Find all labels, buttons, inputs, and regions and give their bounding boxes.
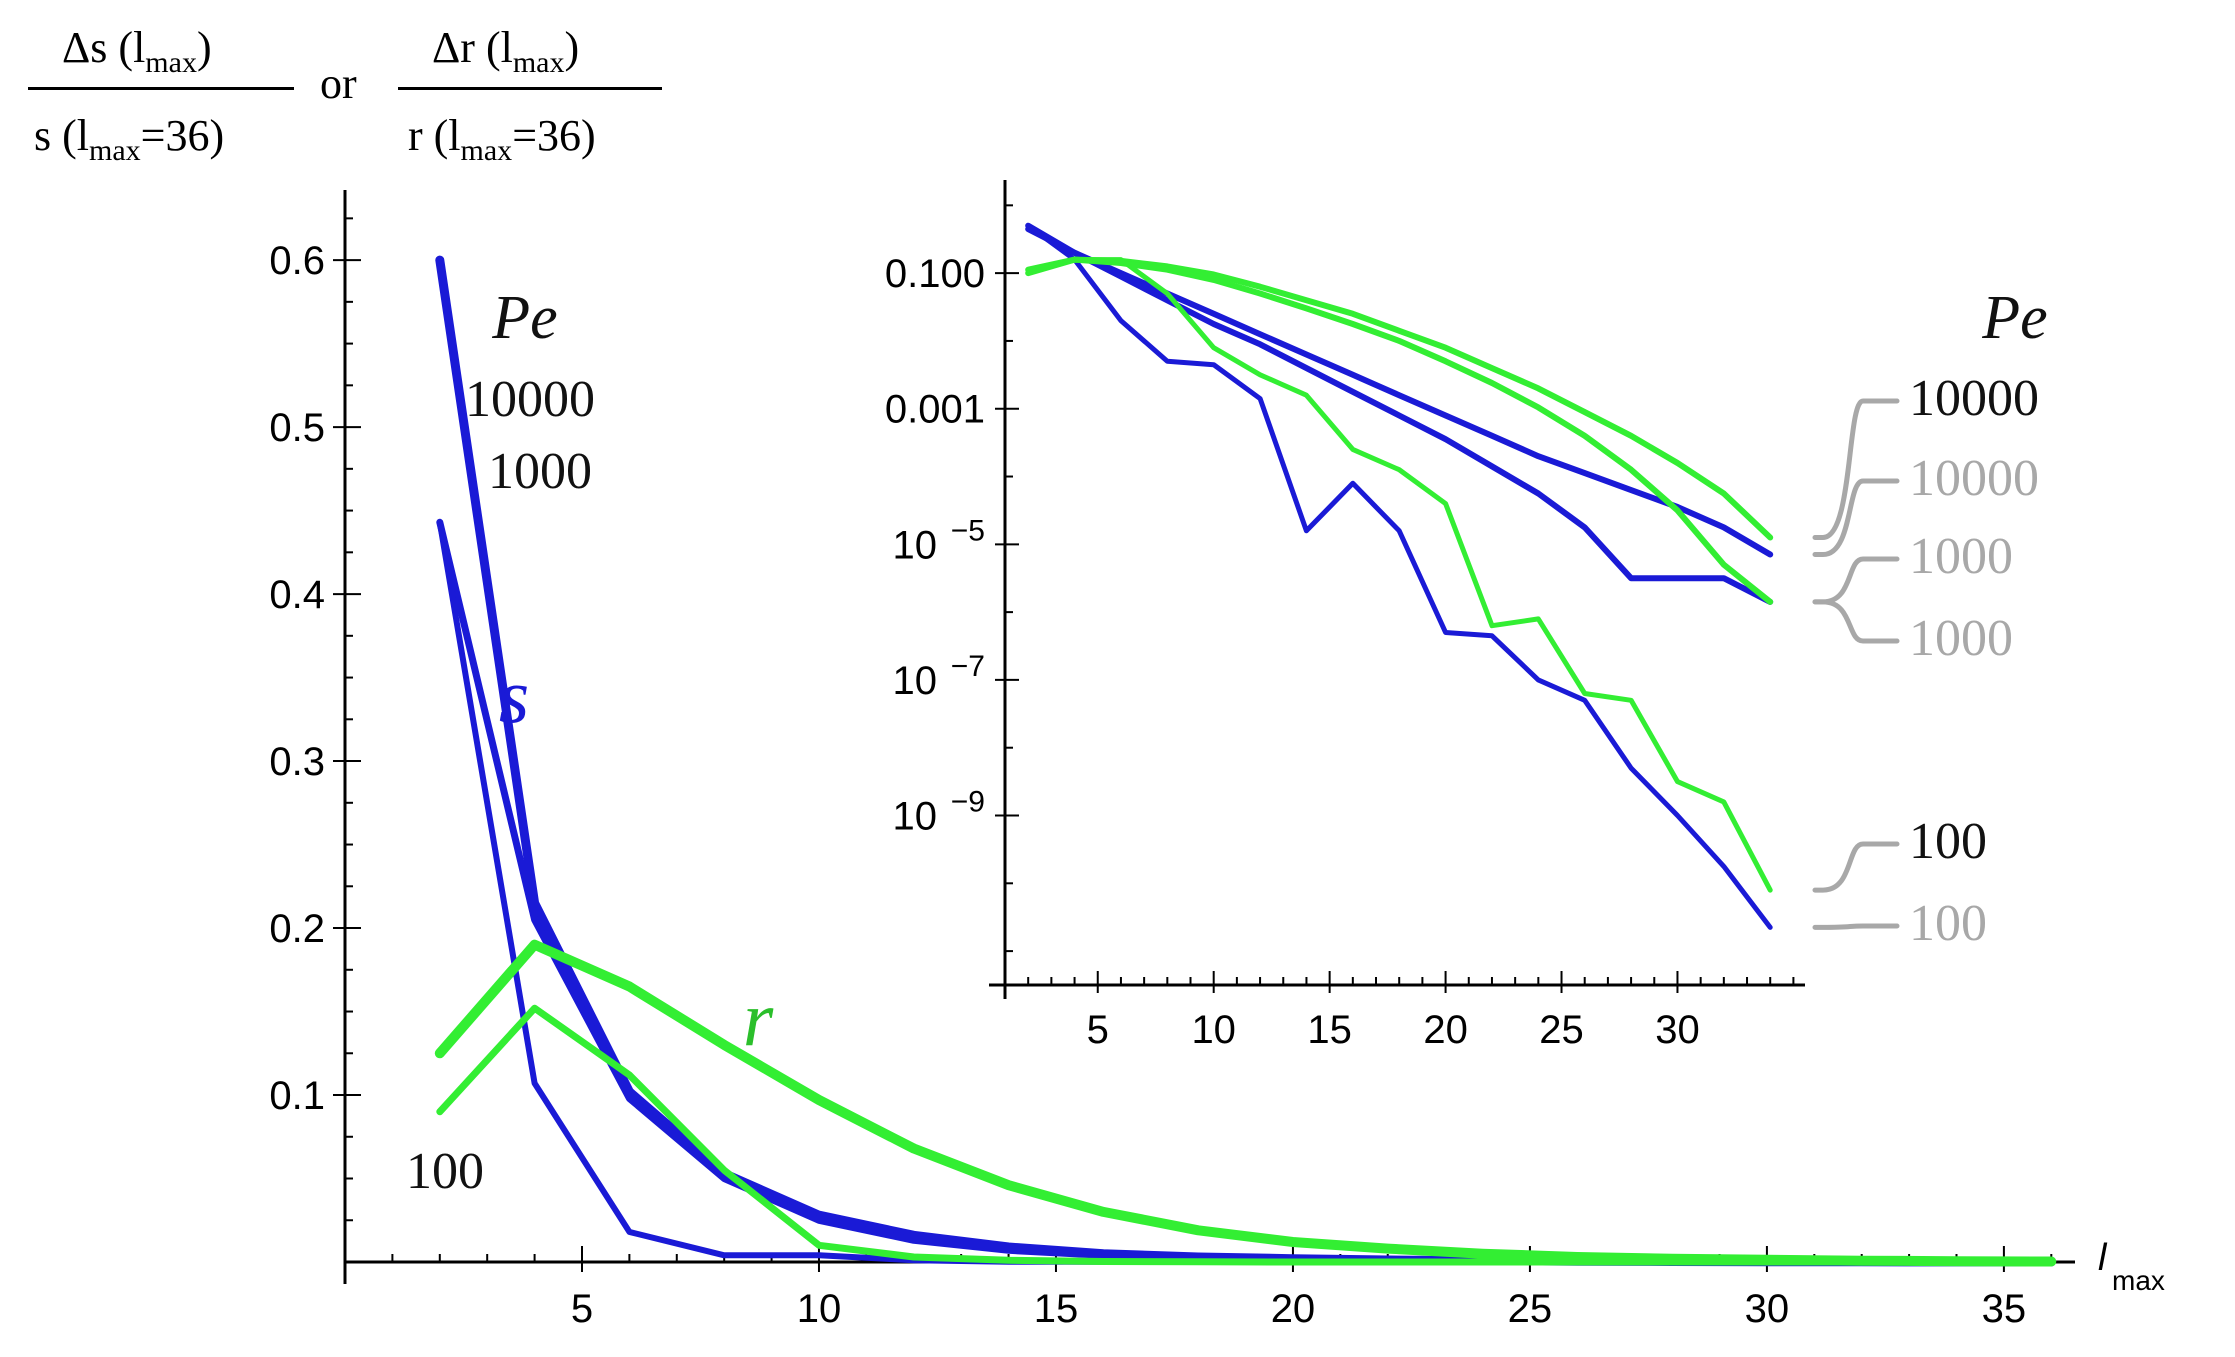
inset-end-label: 10000	[1909, 450, 2039, 507]
inset-series-line	[1025, 223, 1773, 930]
main-x-tick-label: 25	[1508, 1287, 1553, 1331]
main-y-tick-label: 0.5	[269, 406, 325, 450]
inset-label-connector	[1812, 923, 1900, 930]
main-y-tick-label: 0.4	[269, 573, 325, 617]
main-x-tick-label: 10	[797, 1287, 842, 1331]
main-x-axis-label: l	[2098, 1237, 2108, 1279]
inset-end-label: 100	[1909, 895, 1987, 952]
inset-series-line	[1025, 256, 1774, 605]
inset-label-connector	[1812, 841, 1900, 893]
main-y-tick-label: 0.2	[269, 907, 325, 951]
inset-end-label: 1000	[1909, 528, 2013, 585]
inset-y-tick-label: 10	[893, 523, 938, 567]
inset-y-tick-exponent: −7	[951, 650, 985, 683]
inset-y-tick-exponent: −5	[951, 514, 985, 547]
inset-label-connector	[1812, 478, 1900, 557]
main-pe-100: 100	[406, 1143, 484, 1200]
main-r-label: r	[743, 975, 774, 1062]
main-annotations: Pe 10000 1000 100 s r	[406, 284, 774, 1200]
inset-x-tick-label: 5	[1087, 1008, 1109, 1052]
inset-pe-title: Pe	[1981, 284, 2047, 352]
inset-y-tick-label: 0.100	[885, 252, 985, 296]
main-y-tick-label: 0.1	[269, 1074, 325, 1118]
inset-annotations: Pe 10000 10000 1000 1000 100 100	[1812, 284, 2048, 952]
inset-background	[990, 175, 1820, 1000]
main-x-axis-label-sub: max	[2112, 1265, 2165, 1296]
main-y-tick-label: 0.3	[269, 740, 325, 784]
inset-x-tick-label: 25	[1539, 1008, 1584, 1052]
ylabel-den-s: s (lmax=36)	[34, 111, 225, 167]
inset-end-label: 10000	[1909, 370, 2039, 427]
inset-y-tick-label: 10	[893, 659, 938, 703]
main-x-tick-label: 30	[1745, 1287, 1790, 1331]
inset-y-tick-label: 0.001	[885, 388, 985, 432]
main-y-tick-label: 0.6	[269, 239, 325, 283]
inset-x-tick-label: 20	[1423, 1008, 1468, 1052]
main-pe-10000: 10000	[465, 371, 595, 428]
inset-x-tick-label: 30	[1655, 1008, 1700, 1052]
main-x-tick-label: 5	[571, 1287, 593, 1331]
main-x-tick-label: 15	[1034, 1287, 1079, 1331]
ylabel-den-r: r (lmax=36)	[408, 111, 596, 167]
main-series-line	[436, 1004, 2055, 1266]
inset-axes: 5 10 15 20 25 30 0.100 0.001 −5 10 −7 10 −9 10	[885, 175, 1820, 1052]
main-x-tick-label: 20	[1271, 1287, 1316, 1331]
inset-series-line	[1025, 222, 1774, 605]
inset-label-connector	[1812, 556, 1900, 605]
inset-x-tick-label: 10	[1191, 1008, 1236, 1052]
inset-series-line	[1025, 226, 1774, 558]
main-pe-1000: 1000	[488, 443, 592, 500]
ylabel-num-s: Δs (lmax)	[62, 23, 212, 79]
inset-series	[1025, 222, 1774, 930]
ylabel-fraction-bar-s	[28, 87, 294, 90]
main-x-tick-label: 35	[1982, 1287, 2027, 1331]
ylabel-num-r: Δr (lmax)	[432, 23, 580, 79]
inset-label-connector	[1812, 599, 1900, 644]
ylabel-or: or	[320, 59, 357, 108]
inset-series-line	[1025, 257, 1773, 893]
inset-y-tick-label: 10	[893, 795, 938, 839]
main-s-label: s	[499, 652, 529, 739]
main-pe-title: Pe	[491, 284, 557, 352]
inset-end-label: 1000	[1909, 610, 2013, 667]
inset-label-connector	[1812, 398, 1900, 540]
inset-end-label: 100	[1909, 813, 1987, 870]
main-series	[434, 255, 2057, 1267]
ylabel-fraction-bar-r	[398, 87, 662, 90]
inset-y-tick-exponent: −9	[951, 786, 985, 819]
inset-x-tick-label: 15	[1307, 1008, 1352, 1052]
